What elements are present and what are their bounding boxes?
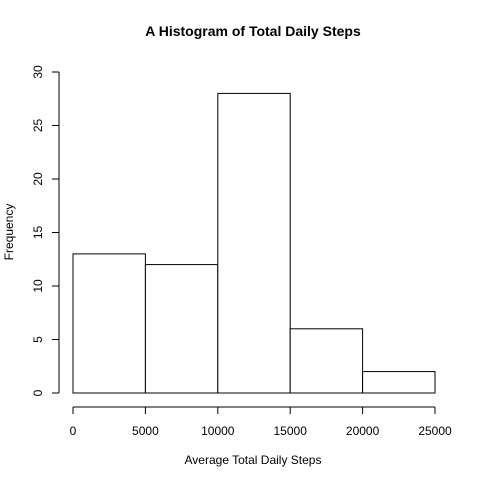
y-tick-label-2: 10 — [31, 279, 45, 293]
histogram-bar-2 — [217, 92, 291, 394]
histogram-bar-3 — [289, 328, 364, 394]
histogram-bar-0 — [72, 253, 146, 394]
x-tick-label-4: 20000 — [346, 424, 380, 438]
y-axis-label: Frequency — [2, 204, 16, 261]
x-tick-label-2: 10000 — [201, 424, 235, 438]
x-tick-label-5: 25000 — [418, 424, 452, 438]
histogram-bar-4 — [362, 371, 436, 394]
y-tick-label-1: 5 — [31, 336, 45, 343]
x-tick-label-1: 5000 — [132, 424, 159, 438]
y-axis: 0 5 10 15 20 25 30 — [31, 65, 60, 396]
chart-title: A Histogram of Total Daily Steps — [145, 23, 361, 39]
y-tick-label-4: 20 — [31, 172, 45, 186]
x-axis: 0 5000 10000 15000 20000 25000 — [70, 406, 452, 438]
x-tick-label-3: 15000 — [274, 424, 308, 438]
x-tick-label-0: 0 — [70, 424, 77, 438]
bars-group — [72, 92, 436, 394]
y-tick-label-6: 30 — [31, 65, 45, 79]
y-tick-label-3: 15 — [31, 226, 45, 240]
y-tick-label-0: 0 — [31, 389, 45, 396]
y-tick-label-5: 25 — [31, 119, 45, 133]
x-axis-label: Average Total Daily Steps — [185, 453, 322, 467]
histogram-bar-1 — [144, 264, 219, 394]
